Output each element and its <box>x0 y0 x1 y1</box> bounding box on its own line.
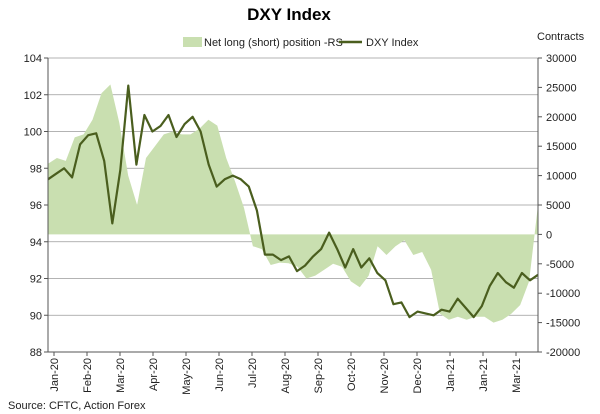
x-tick-label: Jun-20 <box>214 358 226 392</box>
right-axis-title: Contracts <box>537 31 585 43</box>
left-tick-label: 92 <box>30 274 42 286</box>
line-series <box>47 84 539 319</box>
right-tick-label: 25000 <box>546 82 577 94</box>
x-tick-label: Apr-20 <box>148 358 160 391</box>
left-tick-label: 104 <box>24 53 42 65</box>
left-tick-label: 98 <box>30 163 42 175</box>
right-tick-label: 30000 <box>546 53 577 65</box>
x-tick-label: Aug-20 <box>280 358 292 393</box>
left-tick-label: 96 <box>30 200 42 212</box>
right-tick-label: -20000 <box>546 347 580 359</box>
area-series <box>48 84 538 323</box>
x-tick-label: Jul-20 <box>247 358 259 388</box>
x-tick-label: Jan-20 <box>49 358 61 392</box>
right-tick-label: -5000 <box>546 259 574 271</box>
legend: Net long (short) position -RS DXY Index <box>183 37 419 49</box>
source-note: Source: CFTC, Action Forex <box>8 400 146 412</box>
chart-title: DXY Index <box>247 5 331 24</box>
x-axis-ticks: Jan-20 Feb-20 Mar-20 Apr-20 May-20 Jun-20 Jul-… <box>49 352 523 395</box>
left-axis-ticks: 88 90 92 94 96 98 100 102 104 <box>24 53 48 359</box>
x-tick-label: Jan-21 <box>445 358 457 392</box>
x-tick-label: May-20 <box>181 358 193 395</box>
net-position-area <box>48 84 538 323</box>
x-tick-label: Dec-20 <box>412 358 424 393</box>
right-tick-label: 20000 <box>546 112 577 124</box>
right-tick-label: -10000 <box>546 288 580 300</box>
legend-area-swatch <box>183 37 202 47</box>
left-tick-label: 100 <box>24 127 42 139</box>
left-tick-label: 94 <box>30 237 42 249</box>
x-tick-label: Jan-21 <box>478 358 490 392</box>
right-axis-ticks: -20000 -15000 -10000 -5000 0 5000 10000 15000 20… <box>538 53 580 359</box>
left-tick-label: 88 <box>30 347 42 359</box>
right-tick-label: 15000 <box>546 141 577 153</box>
right-tick-label: 5000 <box>546 200 570 212</box>
x-tick-label: Feb-20 <box>82 358 94 393</box>
x-tick-label: Mar-20 <box>115 358 127 393</box>
right-tick-label: -15000 <box>546 318 580 330</box>
x-tick-label: Mar-21 <box>511 358 523 393</box>
right-tick-label: 10000 <box>546 171 577 183</box>
x-tick-label: Nov-20 <box>379 358 391 393</box>
x-tick-label: Oct-20 <box>346 358 358 391</box>
legend-area-label: Net long (short) position -RS <box>204 37 343 49</box>
legend-line-label: DXY Index <box>366 37 419 49</box>
dxy-index-line <box>47 84 539 319</box>
x-tick-label: Sep-20 <box>313 358 325 393</box>
left-tick-label: 90 <box>30 310 42 322</box>
right-tick-label: 0 <box>546 229 552 241</box>
left-tick-label: 102 <box>24 90 42 102</box>
